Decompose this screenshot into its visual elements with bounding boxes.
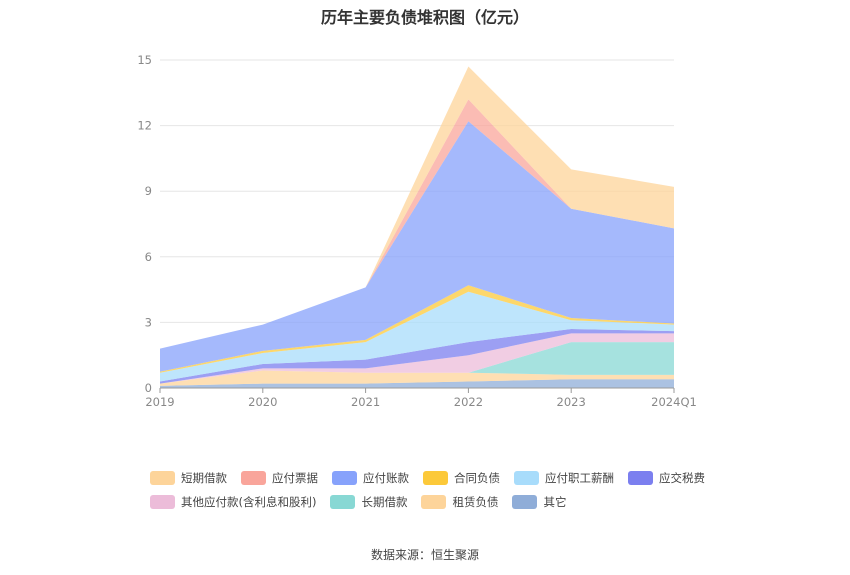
area-series-短期借款 [160, 66, 674, 349]
x-tick-label: 2024Q1 [651, 395, 697, 409]
y-tick-label: 12 [137, 119, 152, 133]
legend-item[interactable]: 应交税费 [628, 470, 705, 486]
legend-swatch [423, 471, 448, 485]
legend-swatch [512, 495, 538, 509]
legend-swatch [241, 471, 266, 485]
legend-swatch [332, 471, 357, 485]
legend-label: 租赁负债 [452, 495, 499, 509]
area-series-租赁负债 [160, 370, 674, 386]
legend-label: 应交税费 [659, 471, 705, 485]
x-tick-label: 2021 [351, 395, 380, 409]
axes: 0 3 6 9 12 15 2019 2020 2021 2022 2023 2024Q1 [137, 53, 696, 409]
legend-label: 长期借款 [361, 495, 408, 509]
area-series [160, 66, 674, 388]
legend-item[interactable]: 应付账款 [332, 470, 409, 486]
x-tick-label: 2020 [248, 395, 277, 409]
x-tick-label: 2019 [145, 395, 174, 409]
legend-item[interactable]: 长期借款 [330, 494, 407, 510]
legend-label: 其他应付款(含利息和股利) [181, 495, 317, 509]
area-series-其它 [160, 379, 674, 388]
legend-label: 应付账款 [363, 471, 409, 485]
y-tick-label: 9 [145, 184, 152, 198]
x-tick-label: 2022 [454, 395, 483, 409]
area-series-应付账款 [160, 121, 674, 372]
chart-title: 历年主要负债堆积图（亿元） [320, 8, 529, 27]
legend-swatch [628, 471, 653, 485]
legend-label: 其它 [543, 495, 567, 509]
legend-label: 应付票据 [272, 471, 318, 485]
legend-swatch [421, 495, 447, 509]
legend-swatch [330, 495, 356, 509]
y-tick-label: 0 [145, 381, 152, 395]
legend-item[interactable]: 合同负债 [423, 470, 500, 486]
area-series-应交税费 [160, 328, 674, 384]
area-series-其他应付款(含利息和股利) [160, 333, 674, 384]
legend: 短期借款 应付票据 应付账款 合同负债 应付职工薪酬 应交税费其他应付款(含利息和股利) 长… [150, 470, 730, 510]
legend-item[interactable]: 短期借款 [150, 470, 227, 486]
y-tick-label: 15 [137, 53, 152, 67]
legend-item[interactable]: 租赁负债 [421, 494, 498, 510]
legend-item[interactable]: 应付职工薪酬 [514, 470, 614, 486]
legend-label: 应付职工薪酬 [545, 471, 614, 485]
data-source: 数据来源：恒生聚源 [370, 548, 479, 562]
legend-label: 合同负债 [454, 471, 500, 485]
y-tick-label: 3 [145, 315, 152, 329]
area-series-应付职工薪酬 [160, 291, 674, 382]
y-tick-label: 6 [145, 250, 152, 264]
legend-swatch [514, 471, 539, 485]
x-tick-label: 2023 [557, 395, 586, 409]
legend-swatch [150, 495, 175, 509]
legend-item[interactable]: 其它 [512, 494, 566, 510]
legend-label: 短期借款 [181, 471, 227, 485]
legend-item[interactable]: 应付票据 [241, 470, 318, 486]
legend-item[interactable]: 其他应付款(含利息和股利) [150, 494, 316, 510]
legend-swatch [150, 471, 175, 485]
area-series-长期借款 [160, 342, 674, 384]
